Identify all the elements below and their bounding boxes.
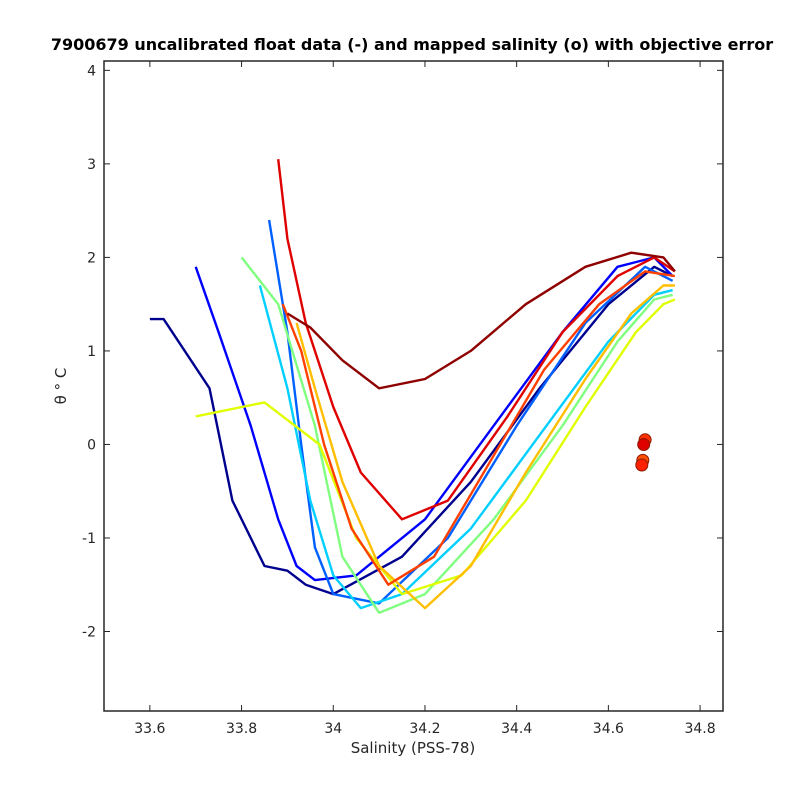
x-axis: 33.6 33.8 34 34.2 34.4 34.6 34.8: [134, 61, 716, 737]
y-tick-label-2: -1: [82, 531, 96, 547]
x-tick-label-5: 34.4: [501, 721, 532, 737]
x-axis-label: Salinity (PSS-78): [351, 739, 476, 757]
profile-line-1: [149, 265, 674, 596]
x-tick-label-7: 34.8: [684, 721, 715, 737]
series-layer: [149, 159, 676, 614]
mapped-salinity-marker-2: [637, 438, 651, 451]
profile-line-5: [240, 256, 673, 614]
mapped-salinity-marker-4: [635, 458, 649, 472]
y-tick-label-3: 0: [87, 437, 96, 453]
y-tick-label-7: 4: [87, 63, 96, 79]
x-tick-label-2: 33.8: [226, 721, 257, 737]
profile-line-7: [295, 284, 675, 610]
x-tick-label-1: 33.6: [134, 721, 165, 737]
y-tick-label-5: 2: [87, 250, 96, 266]
x-tick-label-6: 34.6: [593, 721, 624, 737]
profile-line-3: [267, 219, 674, 605]
axes-box: [103, 60, 724, 712]
y-axis-label: θ ° C: [52, 368, 70, 405]
profile-line-10: [286, 251, 676, 390]
profile-line-9: [277, 159, 676, 521]
y-tick-label-4: 1: [87, 344, 96, 360]
y-tick-label-6: 3: [87, 157, 96, 173]
chart-title: 7900679 uncalibrated float data (-) and …: [51, 35, 773, 54]
profile-line-8: [281, 270, 676, 586]
mapped-salinity-markers: [635, 433, 652, 472]
plot-area: [149, 159, 676, 614]
profile-line-2: [194, 256, 674, 582]
y-tick-label-1: -2: [82, 625, 96, 641]
y-axis: -2 -1 0 1 2 3 4: [82, 63, 723, 641]
x-tick-label-3: 34: [324, 721, 342, 737]
x-tick-label-4: 34.2: [409, 721, 440, 737]
